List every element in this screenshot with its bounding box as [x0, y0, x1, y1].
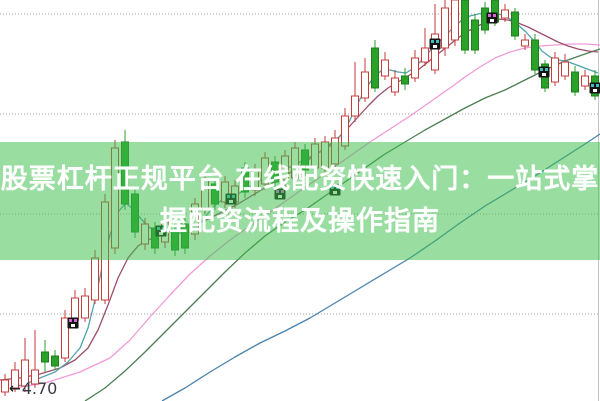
candle-body-down [511, 11, 519, 37]
candle-body-up [441, 7, 449, 49]
signal-marker-dot [433, 45, 437, 48]
signal-marker-dot [493, 14, 496, 17]
candle-body-up [561, 61, 569, 77]
title-banner-overlay: 股票杠杆正规平台 在线配资快速入门：一站式掌 握配资流程及操作指南 [0, 142, 600, 260]
signal-marker-dot [71, 324, 75, 327]
signal-marker-dot [540, 68, 543, 71]
candle-body-up [61, 317, 69, 359]
candle-body-up [431, 33, 439, 71]
low-price-annotation: ← 4.70 [9, 379, 57, 398]
candle-body-down [41, 351, 49, 363]
low-price-value: 4.70 [21, 379, 58, 398]
signal-marker-dot [545, 68, 548, 71]
candle-body-up [451, 0, 459, 41]
candle-body-down [531, 39, 539, 71]
banner-title-line-1: 股票杠杆正规平台 在线配资快速入门：一站式掌 [0, 164, 600, 195]
candle-body-up [71, 297, 79, 321]
candle-body-up [411, 57, 419, 79]
signal-marker-dot [593, 89, 597, 92]
candle-body-down [571, 71, 579, 93]
candle-body-up [581, 75, 589, 87]
signal-marker-dot [431, 40, 434, 43]
candle-body-up [521, 39, 529, 47]
banner-title-line-2: 握配资流程及操作指南 [160, 206, 440, 237]
candle-body-up [1, 379, 9, 393]
candle-body-up [421, 47, 429, 63]
signal-marker-dot [69, 319, 72, 322]
candle-body-up [31, 369, 39, 385]
candle-body-down [401, 75, 409, 85]
candle-body-down [371, 47, 379, 89]
signal-marker-dot [436, 40, 439, 43]
arrow-left-icon: ← [9, 380, 21, 397]
candle-body-up [381, 59, 389, 77]
signal-marker-dot [74, 319, 77, 322]
candle-body-up [351, 95, 359, 117]
signal-marker-dot [490, 19, 494, 22]
candle-body-up [361, 71, 369, 99]
candle-body-down [471, 19, 479, 51]
candle-body-up [11, 369, 19, 389]
candle-body-up [21, 359, 29, 387]
candle-body-up [391, 77, 399, 93]
candle-body-down [461, 0, 469, 51]
candle-body-up [501, 9, 509, 19]
candle-body-down [51, 355, 59, 367]
signal-marker-dot [542, 73, 546, 76]
signal-marker-dot [591, 84, 594, 87]
candle-body-up [551, 57, 559, 83]
candle-body-up [91, 257, 99, 301]
signal-marker-dot [596, 84, 599, 87]
candle-body-up [81, 295, 89, 319]
signal-marker-dot [488, 14, 491, 17]
